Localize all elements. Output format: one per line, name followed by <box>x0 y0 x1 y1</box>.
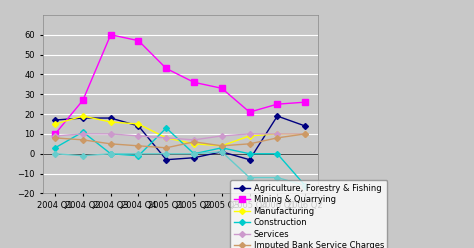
Construction <box>246 152 252 155</box>
Import Duties <box>108 152 114 155</box>
Imputed Bank Service Charges <box>191 140 197 143</box>
Imputed Bank Service Charges <box>164 146 169 149</box>
Import Duties <box>246 176 252 179</box>
Agriculture, Forestry & Fishing <box>246 158 252 161</box>
Construction <box>302 184 308 187</box>
Import Duties <box>80 154 86 157</box>
Imputed Bank Service Charges <box>80 138 86 141</box>
Services <box>164 136 169 139</box>
Mining & Quarrying <box>80 99 86 102</box>
Import Duties <box>136 152 141 155</box>
Services <box>136 134 141 137</box>
Agriculture, Forestry & Fishing <box>274 115 280 118</box>
Mining & Quarrying <box>164 67 169 70</box>
Mining & Quarrying <box>52 132 58 135</box>
Line: Manufacturing: Manufacturing <box>53 114 307 148</box>
Mining & Quarrying <box>191 81 197 84</box>
Construction <box>80 130 86 133</box>
Construction <box>274 152 280 155</box>
Agriculture, Forestry & Fishing <box>191 156 197 159</box>
Manufacturing <box>274 132 280 135</box>
Agriculture, Forestry & Fishing <box>219 150 225 153</box>
Manufacturing <box>302 132 308 135</box>
Import Duties <box>302 184 308 187</box>
Line: Services: Services <box>53 132 307 142</box>
Line: Imputed Bank Service Charges: Imputed Bank Service Charges <box>53 132 307 150</box>
Line: Agriculture, Forestry & Fishing: Agriculture, Forestry & Fishing <box>53 114 307 162</box>
Manufacturing <box>219 144 225 147</box>
Manufacturing <box>52 123 58 125</box>
Services <box>191 138 197 141</box>
Services <box>52 134 58 137</box>
Legend: Agriculture, Forestry & Fishing, Mining & Quarrying, Manufacturing, Construction: Agriculture, Forestry & Fishing, Mining … <box>230 180 387 248</box>
Manufacturing <box>191 142 197 145</box>
Construction <box>136 154 141 157</box>
Line: Import Duties: Import Duties <box>53 150 307 187</box>
Construction <box>164 126 169 129</box>
Agriculture, Forestry & Fishing <box>108 117 114 120</box>
Imputed Bank Service Charges <box>52 136 58 139</box>
Agriculture, Forestry & Fishing <box>302 124 308 127</box>
Imputed Bank Service Charges <box>219 144 225 147</box>
Line: Construction: Construction <box>53 126 307 187</box>
Imputed Bank Service Charges <box>246 142 252 145</box>
Manufacturing <box>246 134 252 137</box>
Imputed Bank Service Charges <box>302 132 308 135</box>
Import Duties <box>164 152 169 155</box>
Services <box>219 134 225 137</box>
Manufacturing <box>108 121 114 124</box>
Services <box>274 132 280 135</box>
Construction <box>52 146 58 149</box>
Import Duties <box>191 152 197 155</box>
Agriculture, Forestry & Fishing <box>80 117 86 120</box>
Imputed Bank Service Charges <box>274 136 280 139</box>
Construction <box>191 152 197 155</box>
Construction <box>219 146 225 149</box>
Imputed Bank Service Charges <box>136 144 141 147</box>
Manufacturing <box>136 123 141 125</box>
Mining & Quarrying <box>136 39 141 42</box>
Agriculture, Forestry & Fishing <box>136 124 141 127</box>
Agriculture, Forestry & Fishing <box>52 119 58 122</box>
Services <box>80 132 86 135</box>
Mining & Quarrying <box>274 103 280 106</box>
Line: Mining & Quarrying: Mining & Quarrying <box>53 32 308 137</box>
Construction <box>108 152 114 155</box>
Manufacturing <box>164 136 169 139</box>
Import Duties <box>274 176 280 179</box>
Services <box>108 132 114 135</box>
Services <box>246 132 252 135</box>
Services <box>302 132 308 135</box>
Import Duties <box>52 152 58 155</box>
Mining & Quarrying <box>219 87 225 90</box>
Manufacturing <box>80 115 86 118</box>
Mining & Quarrying <box>302 101 308 104</box>
Import Duties <box>219 150 225 153</box>
Mining & Quarrying <box>246 111 252 114</box>
Mining & Quarrying <box>108 33 114 36</box>
Imputed Bank Service Charges <box>108 142 114 145</box>
Agriculture, Forestry & Fishing <box>164 158 169 161</box>
